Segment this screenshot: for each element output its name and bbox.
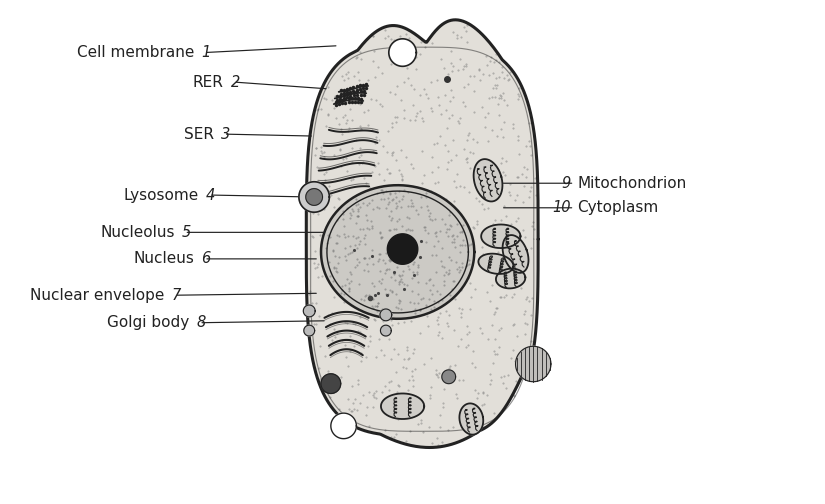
Text: 8: 8 [196, 315, 205, 330]
Text: Cytoplasm: Cytoplasm [578, 200, 658, 215]
Text: Nucleus: Nucleus [134, 251, 194, 267]
Polygon shape [380, 325, 391, 336]
Text: 10: 10 [552, 200, 571, 215]
Polygon shape [478, 254, 513, 274]
Polygon shape [474, 159, 502, 202]
Polygon shape [516, 346, 551, 382]
Polygon shape [481, 224, 521, 248]
Text: Golgi body: Golgi body [107, 315, 190, 330]
Text: 2: 2 [231, 75, 240, 90]
Polygon shape [381, 394, 424, 419]
Text: Lysosome: Lysosome [124, 187, 199, 203]
Text: 9: 9 [561, 176, 571, 191]
Text: RER: RER [193, 75, 224, 90]
Polygon shape [389, 39, 417, 67]
Polygon shape [321, 185, 474, 319]
Polygon shape [460, 403, 483, 434]
Polygon shape [299, 182, 329, 212]
Text: 3: 3 [221, 127, 230, 142]
Polygon shape [331, 413, 356, 438]
Text: Cell membrane: Cell membrane [77, 45, 194, 60]
Text: Nuclear envelope: Nuclear envelope [31, 288, 165, 303]
Polygon shape [380, 309, 392, 321]
Polygon shape [496, 269, 526, 288]
Polygon shape [306, 188, 323, 205]
Polygon shape [304, 325, 314, 336]
Text: Nucleolus: Nucleolus [100, 225, 175, 240]
Text: 7: 7 [172, 288, 181, 303]
Polygon shape [306, 20, 538, 448]
Text: Mitochondrion: Mitochondrion [578, 176, 686, 191]
Text: 6: 6 [201, 251, 210, 267]
Polygon shape [321, 374, 341, 394]
Text: 1: 1 [201, 45, 210, 60]
Polygon shape [304, 305, 315, 317]
Text: SER: SER [184, 127, 214, 142]
Polygon shape [502, 235, 529, 273]
Text: 5: 5 [182, 225, 191, 240]
Polygon shape [442, 370, 455, 384]
Polygon shape [388, 234, 417, 264]
Text: 4: 4 [206, 187, 215, 203]
